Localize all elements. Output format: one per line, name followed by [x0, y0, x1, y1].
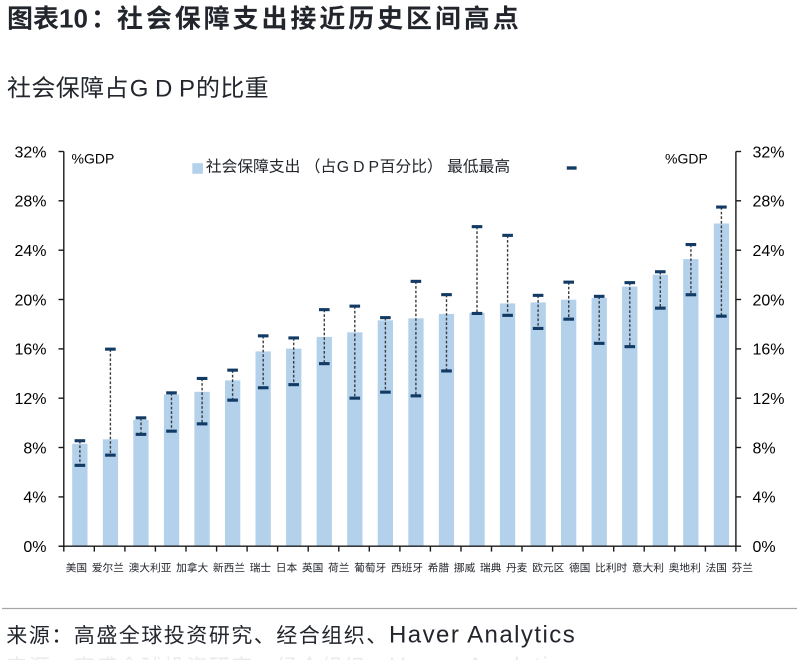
- svg-text:24%: 24%: [753, 243, 785, 260]
- svg-text:16%: 16%: [14, 342, 46, 359]
- svg-text:0%: 0%: [23, 539, 46, 556]
- svg-text:20%: 20%: [753, 292, 785, 309]
- svg-text:16%: 16%: [753, 342, 785, 359]
- svg-text:32%: 32%: [14, 144, 46, 161]
- svg-text:8%: 8%: [23, 440, 46, 457]
- svg-text:Haver Analytics: Haver Analytics: [389, 653, 576, 660]
- svg-text:%GDP: %GDP: [665, 151, 708, 167]
- svg-text:%GDP: %GDP: [72, 151, 115, 167]
- svg-text:32%: 32%: [753, 144, 785, 161]
- svg-text:0%: 0%: [753, 539, 776, 556]
- svg-text:24%: 24%: [14, 243, 46, 260]
- svg-text:12%: 12%: [753, 391, 785, 408]
- svg-text:8%: 8%: [753, 440, 776, 457]
- svg-text:GDP: GDP: [130, 75, 195, 102]
- svg-text:28%: 28%: [753, 194, 785, 211]
- svg-text:12%: 12%: [14, 391, 46, 408]
- svg-text:20%: 20%: [14, 292, 46, 309]
- svg-text:10: 10: [59, 4, 88, 34]
- svg-text:4%: 4%: [753, 490, 776, 507]
- svg-text:GDP: GDP: [337, 159, 379, 176]
- svg-text:Haver Analytics: Haver Analytics: [389, 622, 576, 649]
- svg-text:4%: 4%: [23, 490, 46, 507]
- svg-text:28%: 28%: [14, 194, 46, 211]
